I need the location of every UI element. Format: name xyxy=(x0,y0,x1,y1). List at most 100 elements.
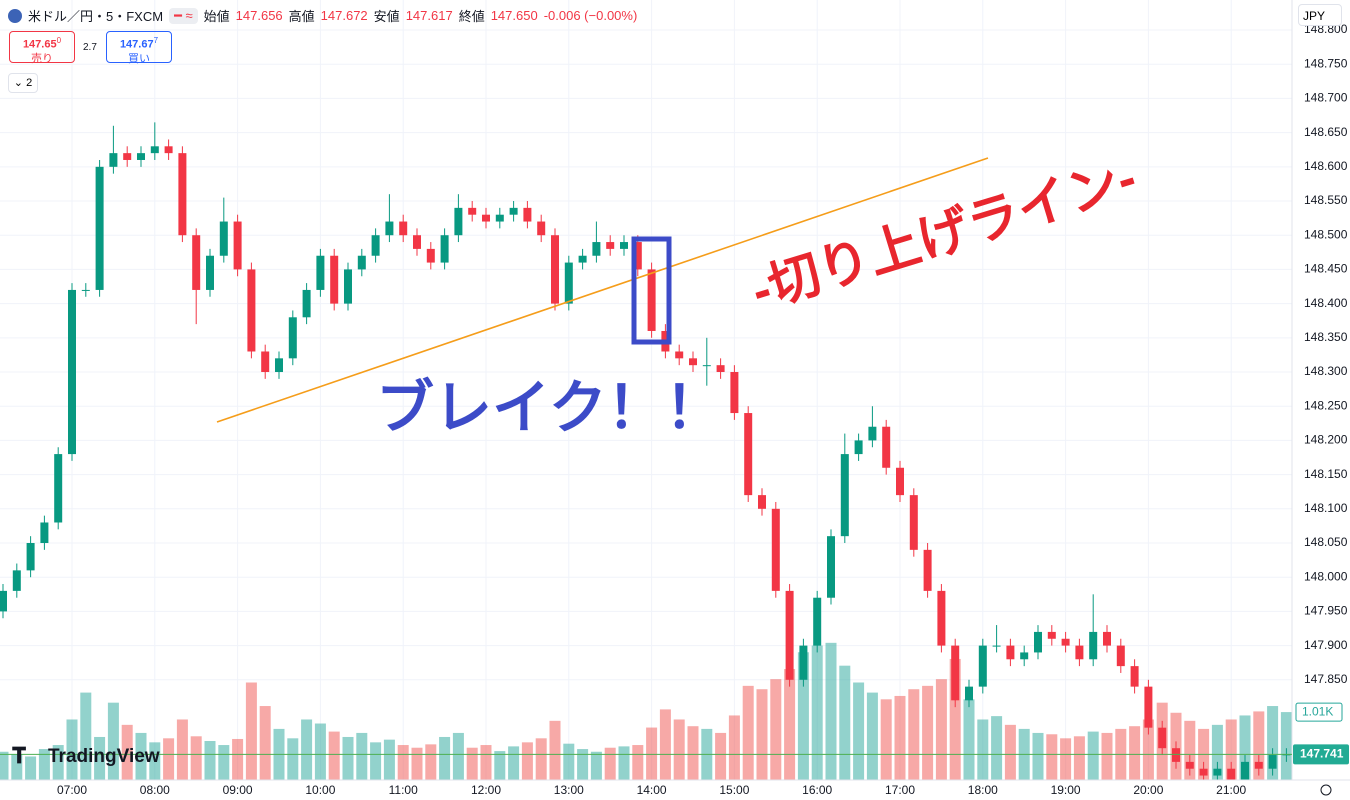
candle-body xyxy=(1047,631,1056,639)
candle-body xyxy=(951,645,960,701)
volume-bar xyxy=(908,689,920,780)
last-price-box xyxy=(1293,744,1349,765)
candle-body xyxy=(647,269,656,331)
volume-bar xyxy=(190,736,202,780)
candle-body xyxy=(758,495,766,509)
volume-bar xyxy=(853,682,865,780)
break-annotation: ブレイク！！ xyxy=(376,375,723,440)
y-tick-label: 148.600 xyxy=(1304,159,1348,173)
y-tick-label: 148.300 xyxy=(1304,364,1348,378)
status[interactable]: ━ ≈ xyxy=(169,7,198,24)
indicator-toggle[interactable]: ⌄ 2 xyxy=(8,73,38,93)
candle-body xyxy=(633,242,642,270)
volume-bar xyxy=(328,731,340,780)
volume-bar xyxy=(673,719,685,780)
candle-body xyxy=(730,372,739,414)
volume-bar xyxy=(494,751,506,780)
y-tick-label: 147.950 xyxy=(1304,604,1348,618)
volume-bar xyxy=(563,743,575,780)
volume-bar xyxy=(521,742,533,780)
candle-body xyxy=(854,440,863,455)
volume-bar xyxy=(549,720,561,780)
volume-bar xyxy=(356,732,368,780)
x-tick-label: 11:00 xyxy=(389,783,418,797)
buy-price: 147.67 xyxy=(119,38,154,51)
highlight-box xyxy=(631,236,672,345)
candle-body xyxy=(785,590,794,680)
volume-bar xyxy=(94,736,106,780)
open-label: 始値 xyxy=(203,9,230,24)
y-tick-label: 148.150 xyxy=(1304,467,1348,481)
volume-bar xyxy=(1280,712,1292,780)
candle-body xyxy=(357,255,366,270)
candle-body xyxy=(1006,645,1015,660)
candle-body xyxy=(799,645,808,680)
volume-label-box xyxy=(1295,702,1343,722)
x-tick-label: 20:00 xyxy=(1133,783,1163,797)
symbol[interactable]: 米ドル／円・5・FXCM xyxy=(28,9,164,24)
candle-body xyxy=(1061,638,1070,646)
y-tick-label: 148.400 xyxy=(1304,296,1348,310)
low-label: 安値 xyxy=(373,9,400,24)
currency-button[interactable]: JPY xyxy=(1298,4,1342,26)
indicator-count: 2 xyxy=(26,77,33,89)
candle-body xyxy=(606,242,615,249)
x-tick-label: 19:00 xyxy=(1051,783,1081,797)
volume-bar xyxy=(466,747,478,780)
settings-icon[interactable] xyxy=(1320,784,1332,796)
volume-bar xyxy=(0,751,9,780)
x-tick-label: 14:00 xyxy=(637,783,667,797)
volume-bar xyxy=(508,746,520,780)
candle-body xyxy=(399,221,408,236)
volume-bar xyxy=(1073,736,1085,780)
volume-bar xyxy=(342,736,354,780)
volume-bar xyxy=(25,756,37,780)
candle-body xyxy=(109,153,118,167)
low-value: 147.617 xyxy=(405,8,453,23)
volume-bar xyxy=(1004,724,1016,780)
x-tick-label: 17:00 xyxy=(885,783,915,797)
volume-bar xyxy=(632,745,644,780)
candle-body xyxy=(923,549,932,591)
y-tick-label: 148.500 xyxy=(1304,227,1348,241)
candle-body xyxy=(261,351,270,373)
volume-bar xyxy=(535,738,547,780)
x-tick-label: 18:00 xyxy=(968,783,998,797)
volume-bar xyxy=(687,726,699,780)
sell-label: 売り xyxy=(31,52,53,65)
volume-bar xyxy=(1101,732,1113,780)
candle-body xyxy=(95,166,104,290)
buy-price-small: 7 xyxy=(153,36,159,45)
volume-bar xyxy=(894,695,906,780)
grid xyxy=(0,0,1292,780)
buy-button[interactable]: 147.677 買い xyxy=(106,31,172,65)
volume-bar xyxy=(149,742,161,780)
change: -0.006 (−0.00%) xyxy=(543,8,638,23)
volume-bar xyxy=(646,727,658,780)
candle-body xyxy=(288,317,297,359)
x-tick-label: 15:00 xyxy=(719,783,749,797)
candle-body xyxy=(827,536,835,598)
candle-body xyxy=(1172,748,1180,762)
volume-bar xyxy=(301,719,313,780)
volume-bar xyxy=(1046,734,1058,780)
candle-body xyxy=(716,365,725,373)
x-tick-label: 13:00 xyxy=(554,783,584,797)
sell-button[interactable]: 147.650 売り xyxy=(9,31,75,65)
candle-body xyxy=(702,365,711,367)
volume-bar xyxy=(232,738,244,780)
candle-body xyxy=(150,146,159,154)
candle-body xyxy=(26,543,35,571)
volume-bar xyxy=(756,689,768,780)
logo-mark: 𝐓 xyxy=(12,743,26,768)
x-tick-label: 07:00 xyxy=(57,783,87,797)
y-tick-label: 148.550 xyxy=(1304,193,1348,207)
candle-body xyxy=(992,645,1001,647)
candle-body xyxy=(978,645,987,687)
candle-body xyxy=(537,221,546,236)
candle-body xyxy=(578,255,587,263)
candle-body xyxy=(1116,645,1125,667)
candle-body xyxy=(937,590,946,646)
